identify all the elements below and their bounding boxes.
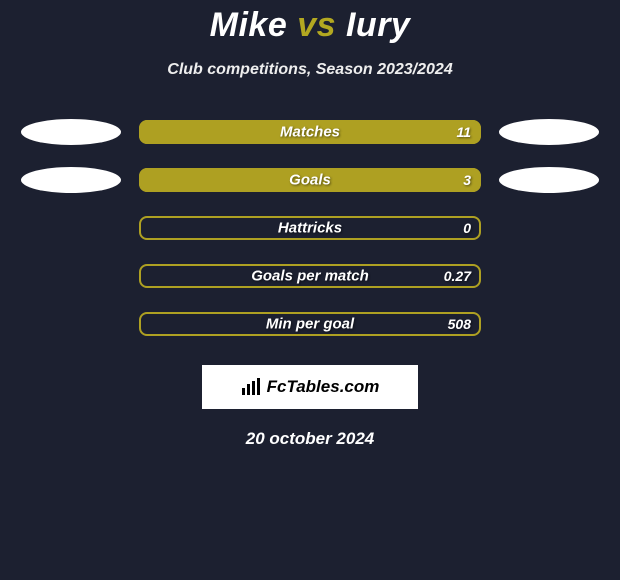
stat-label: Goals	[289, 172, 331, 189]
stat-row: Min per goal 508	[0, 311, 620, 337]
stat-label: Goals per match	[251, 268, 369, 285]
stat-row: Hattricks 0	[0, 215, 620, 241]
bar-chart-icon	[241, 378, 261, 396]
stat-value: 11	[456, 124, 471, 140]
stat-bar: Matches 11	[139, 120, 481, 144]
stat-bar: Hattricks 0	[139, 216, 481, 240]
stat-bar: Goals 3	[139, 168, 481, 192]
brand-name: FcTables.com	[267, 377, 380, 397]
date-label: 20 october 2024	[0, 429, 620, 449]
player1-name: Mike	[210, 6, 288, 44]
stat-value: 0.27	[444, 268, 471, 284]
stats-rows: Matches 11 Goals 3 Hattricks 0 Goals per match…	[0, 119, 620, 337]
player2-name: Iury	[346, 6, 410, 44]
vs-label: vs	[297, 6, 336, 44]
stat-label: Matches	[280, 124, 340, 141]
player1-marker	[21, 167, 121, 193]
stat-label: Hattricks	[278, 220, 342, 237]
stat-row: Matches 11	[0, 119, 620, 145]
stat-value: 3	[463, 172, 471, 188]
stat-label: Min per goal	[266, 316, 354, 333]
stat-row: Goals 3	[0, 167, 620, 193]
player2-marker	[499, 119, 599, 145]
player1-marker	[21, 119, 121, 145]
player2-marker	[499, 167, 599, 193]
page-title: Mike vs Iury	[0, 6, 620, 45]
subtitle: Club competitions, Season 2023/2024	[0, 61, 620, 79]
stat-bar: Min per goal 508	[139, 312, 481, 336]
stat-value: 508	[448, 316, 471, 332]
comparison-card: Mike vs Iury Club competitions, Season 2…	[0, 0, 620, 449]
stat-value: 0	[463, 220, 471, 236]
stat-bar: Goals per match 0.27	[139, 264, 481, 288]
brand-box[interactable]: FcTables.com	[202, 365, 418, 409]
stat-row: Goals per match 0.27	[0, 263, 620, 289]
